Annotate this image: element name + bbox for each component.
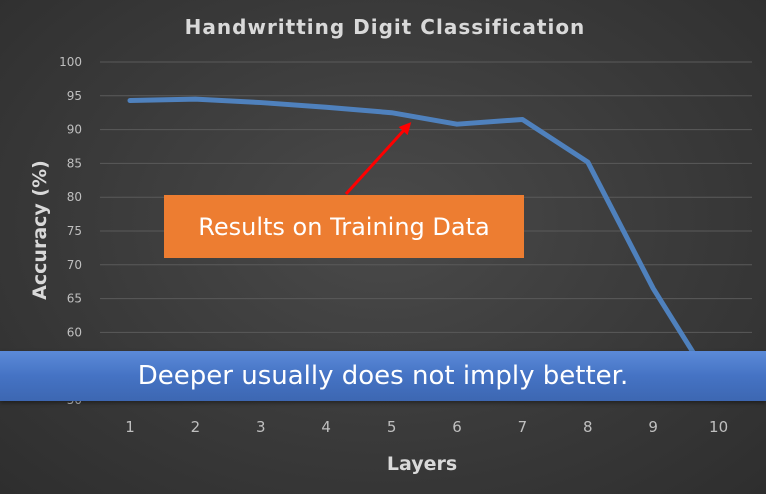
x-tick-label: 5 [387,418,397,436]
x-tick-label: 3 [256,418,266,436]
x-axis-ticks: 1 2 3 4 5 6 7 8 9 10 [125,418,728,436]
annotation-arrowhead [398,122,412,136]
y-tick-label: 100 [59,55,82,69]
y-tick-label: 75 [67,224,82,238]
x-tick-label: 9 [648,418,658,436]
y-tick-label: 80 [67,190,82,204]
y-tick-label: 70 [67,258,82,272]
x-tick-label: 10 [709,418,728,436]
y-tick-label: 85 [67,156,82,170]
x-tick-label: 4 [321,418,331,436]
y-tick-label: 65 [67,292,82,306]
y-axis-label: Accuracy (%) [29,160,51,300]
x-tick-label: 8 [583,418,593,436]
annotation-callout: Results on Training Data [164,195,524,258]
y-tick-label: 60 [67,325,82,339]
y-tick-label: 95 [67,89,82,103]
x-tick-label: 2 [191,418,201,436]
x-axis-label: Layers [387,453,457,475]
x-tick-label: 6 [452,418,462,436]
series-line [127,96,722,396]
takeaway-banner: Deeper usually does not imply better. [0,351,766,401]
chart-title: Handwritting Digit Classification [185,15,586,39]
y-tick-label: 90 [67,123,82,137]
annotation-arrow [344,128,406,196]
x-tick-label: 7 [518,418,528,436]
x-tick-label: 1 [125,418,135,436]
